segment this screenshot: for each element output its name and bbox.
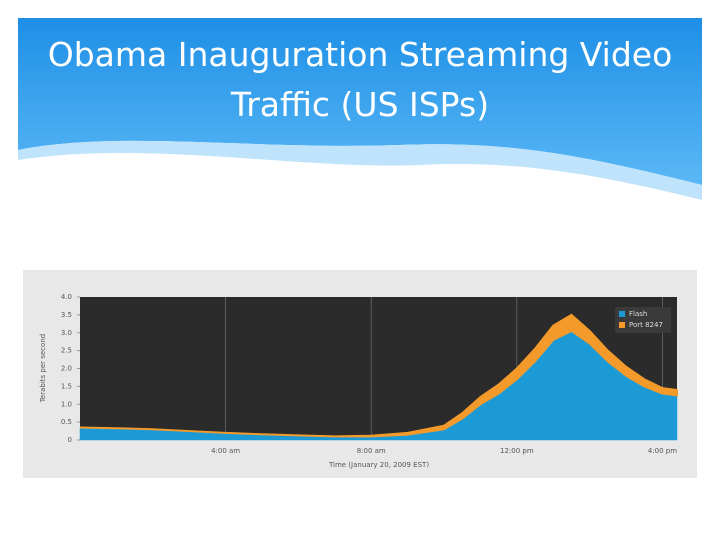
header-band	[18, 18, 702, 185]
y-tick-label: 2.0	[61, 365, 72, 373]
y-tick-label: 1.5	[61, 382, 72, 390]
legend-swatch	[619, 311, 625, 317]
y-tick-label: 4.0	[61, 293, 72, 301]
y-tick-label: 3.5	[61, 311, 72, 319]
x-tick-label: 4:00 am	[211, 447, 240, 455]
chart: Time (January 20, 2009 EST) Terabits per…	[23, 270, 697, 478]
x-tick-label: 4:00 pm	[648, 447, 677, 455]
y-tick-label: 0.5	[61, 418, 72, 426]
legend-swatch	[619, 322, 625, 328]
header-wave	[18, 140, 702, 200]
x-tick-label: 12:00 pm	[500, 447, 534, 455]
x-tick-label: 8:00 am	[357, 447, 386, 455]
legend-label: Flash	[629, 310, 647, 318]
legend-label: Port 8247	[629, 321, 663, 329]
y-axis-label: Terabits per second	[39, 334, 47, 403]
slide-title: Obama Inauguration Streaming Video Traff…	[47, 35, 673, 124]
y-tick-label: 3.0	[61, 329, 72, 337]
x-axis-label: Time (January 20, 2009 EST)	[328, 461, 429, 469]
area	[79, 313, 678, 438]
y-tick-label: 1.0	[61, 400, 72, 408]
y-tick-label: 2.5	[61, 347, 72, 355]
y-tick-label: 0	[68, 436, 72, 444]
